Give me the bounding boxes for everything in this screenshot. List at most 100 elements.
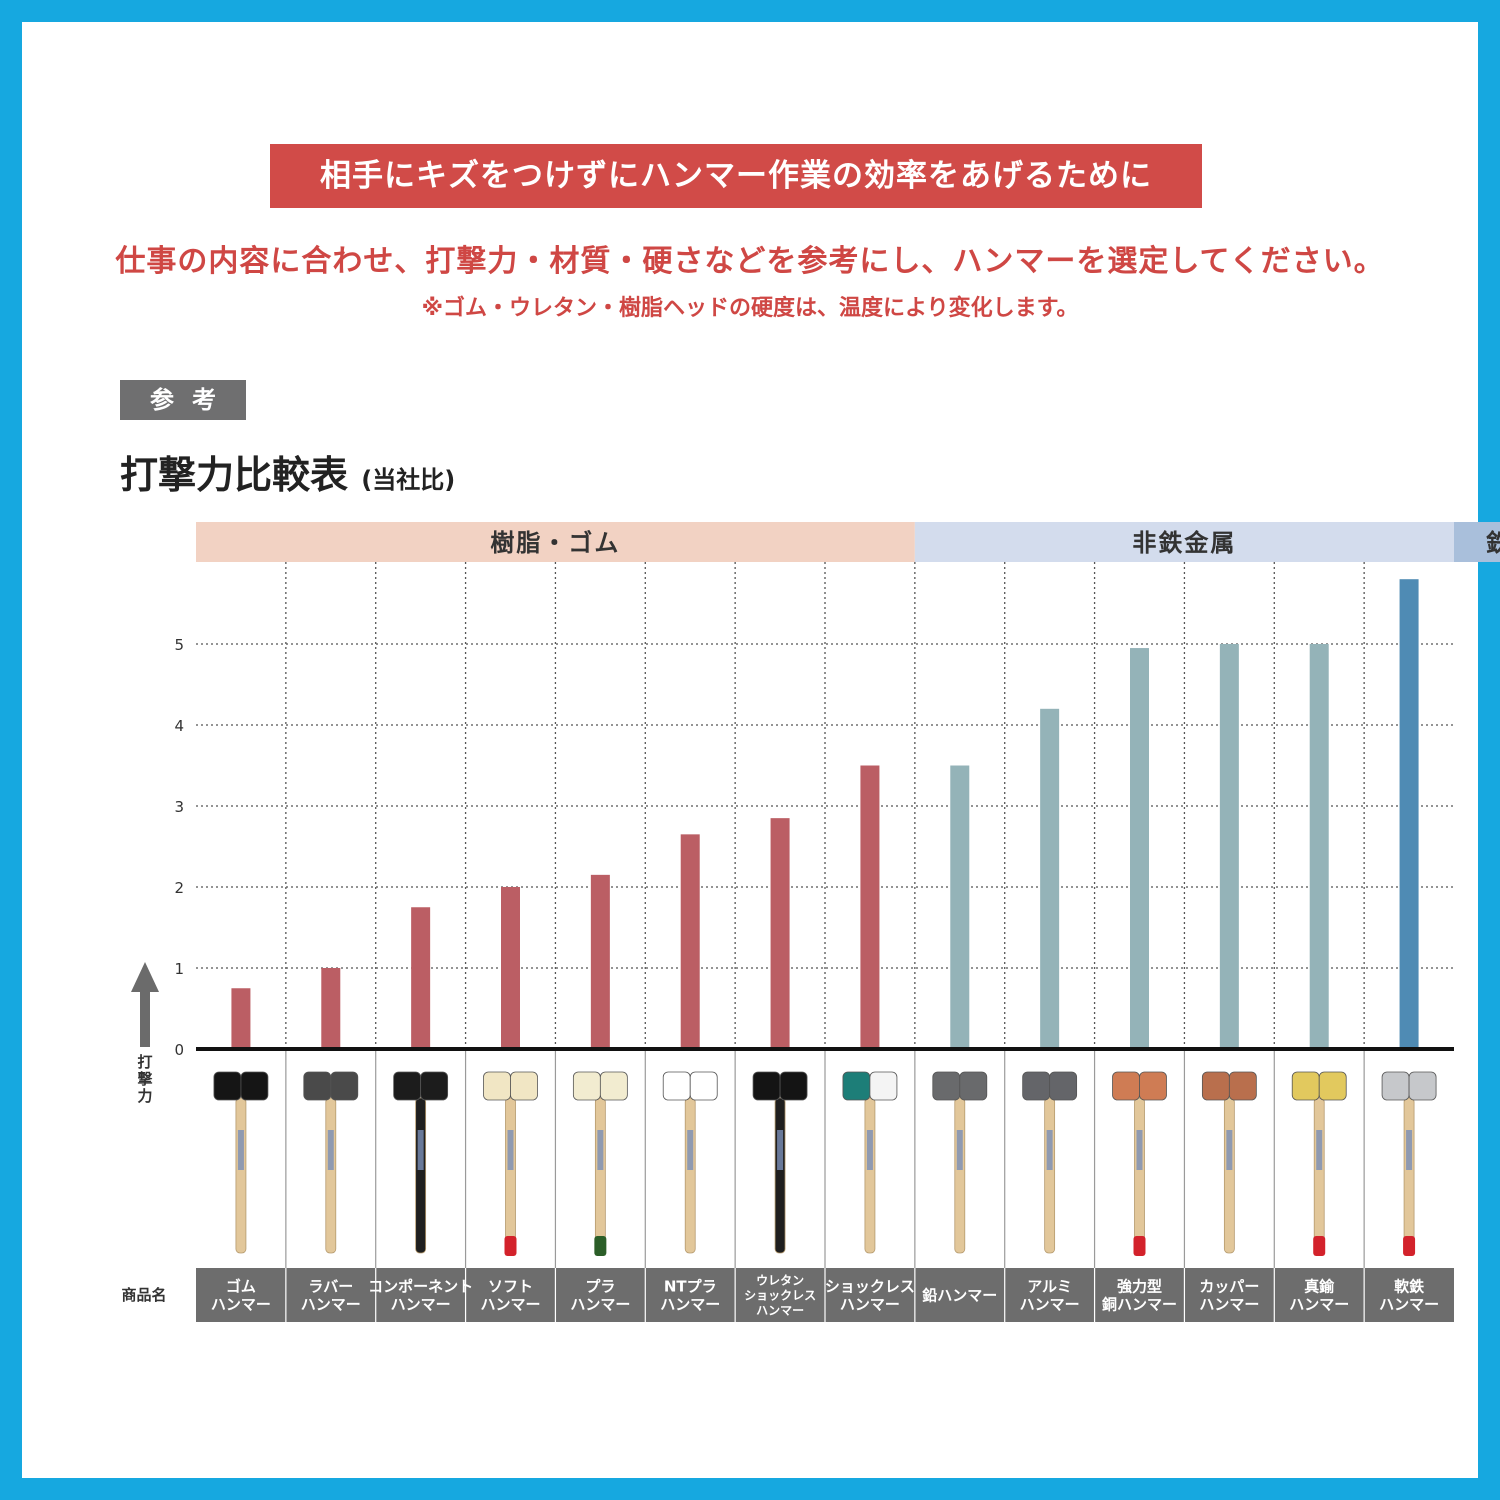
bar [1399, 579, 1419, 1049]
product-name: ウレタンショックレスハンマー [744, 1274, 816, 1318]
hammer-handle [774, 1097, 786, 1254]
hammer-handle [1313, 1097, 1325, 1254]
product-name-line: ショックレス [744, 1289, 816, 1303]
hammer-head-left [393, 1071, 422, 1101]
hammer-head-right [779, 1071, 808, 1101]
hammer-head-right [689, 1071, 718, 1101]
group-header-band [196, 522, 915, 562]
hammer-head-left [1381, 1071, 1410, 1101]
product-name-line: ウレタン [756, 1274, 804, 1288]
hammer-handle [1044, 1097, 1056, 1254]
temperature-note: ※ゴム・ウレタン・樹脂ヘッドの硬度は、温度により変化します。 [421, 296, 1079, 321]
product-name: ラバーハンマー [301, 1278, 361, 1314]
reference-badge: 参考 [120, 380, 246, 420]
hammer-head-right [869, 1071, 898, 1101]
product-name-line: ハンマー [570, 1296, 630, 1314]
product-name-line: NTプラ [664, 1278, 717, 1296]
up-arrow-icon [130, 962, 160, 1102]
hammer-head-left [213, 1071, 242, 1101]
hammer-head-left [752, 1071, 781, 1101]
bar [860, 765, 880, 1049]
hammer-handle [325, 1097, 337, 1254]
hammer-label-sticker [1046, 1130, 1053, 1170]
hammer-label-sticker [687, 1130, 694, 1170]
y-axis-label: 打撃力 [137, 1053, 153, 1105]
product-name-line: ハンマー [1289, 1296, 1349, 1314]
chart-title-sub: (当社比) [361, 466, 456, 494]
hammer-grip [1313, 1236, 1326, 1256]
hammer-grip [504, 1236, 517, 1256]
product-name-line: ハンマー [840, 1296, 900, 1314]
product-name-line: ハンマー [211, 1296, 271, 1314]
hammer-head-right [599, 1071, 628, 1101]
product-name: アルミハンマー [1020, 1278, 1080, 1314]
hammer-label-sticker [956, 1130, 963, 1170]
group-header-label: 樹脂・ゴム [490, 529, 620, 557]
subtitle: 仕事の内容に合わせ、打撃力・材質・硬さなどを参考にし、ハンマーを選定してください… [115, 244, 1385, 279]
hammer-label-sticker [327, 1130, 334, 1170]
y-tick-label: 4 [174, 717, 184, 735]
product-name-line: ハンマー [480, 1296, 540, 1314]
bar [950, 765, 970, 1049]
chart-title-main: 打撃力比較表 [120, 453, 349, 497]
hammer-head-right [1408, 1071, 1437, 1101]
hammer-head-right [1318, 1071, 1347, 1101]
group-header-label: 鉄 [1486, 529, 1500, 557]
hammer-head-right [420, 1071, 449, 1101]
product-name-line: ラバー [308, 1278, 353, 1296]
bar [501, 887, 520, 1049]
product-name-line: ハンマー [301, 1296, 361, 1314]
hammer-grip [1403, 1236, 1416, 1256]
y-tick-label: 5 [174, 636, 184, 654]
product-name: 軟鉄ハンマー [1379, 1278, 1439, 1314]
hammer-handle [1223, 1097, 1235, 1254]
hammer-head-left [303, 1071, 332, 1101]
y-tick-label: 2 [174, 879, 184, 897]
hammer-label-sticker [1136, 1130, 1143, 1170]
hammer-label-sticker [507, 1130, 514, 1170]
product-name: プラハンマー [570, 1278, 630, 1314]
product-name-line: プラ [585, 1278, 615, 1296]
product-name-line: ショックレス [825, 1278, 915, 1296]
product-name-line: ハンマー [1020, 1296, 1080, 1314]
bar [590, 874, 610, 1049]
product-name-line: 真鍮 [1304, 1278, 1335, 1296]
bar [231, 988, 251, 1049]
hammer-head-left [932, 1071, 961, 1101]
hammer-head-right [1139, 1071, 1167, 1101]
bar [770, 818, 790, 1049]
hammer-head-left [1112, 1071, 1140, 1101]
hammer-head-right [330, 1071, 359, 1101]
hammer-head-left [842, 1071, 871, 1101]
bar [321, 968, 341, 1049]
product-name: コンポーネントハンマー [368, 1278, 473, 1314]
hammer-handle [864, 1097, 876, 1254]
y-tick-label: 0 [174, 1041, 184, 1059]
product-name: ショックレスハンマー [825, 1278, 915, 1314]
y-tick-label: 1 [174, 960, 184, 978]
hammer-head-right [959, 1071, 988, 1101]
hammer-handle [1403, 1097, 1415, 1254]
product-name-line: 鉛ハンマー [922, 1287, 997, 1305]
hammer-head-right [240, 1071, 269, 1101]
hammer-handle [684, 1097, 696, 1254]
hammer-label-sticker [1226, 1130, 1233, 1170]
product-name-line: ハンマー [660, 1296, 720, 1314]
chart-title: 打撃力比較表 (当社比) [120, 444, 455, 499]
product-name: 強力型銅ハンマー [1102, 1278, 1177, 1314]
product-name-line: ハンマー [756, 1304, 804, 1318]
banner-title: 相手にキズをつけずにハンマー作業の効率をあげるために [270, 144, 1202, 208]
hammer-handle [235, 1097, 247, 1254]
hammer-handle [505, 1097, 516, 1254]
product-name-label: 商品名 [121, 1286, 166, 1304]
product-name-line: コンポーネント [368, 1278, 473, 1296]
product-name-line: ハンマー [1379, 1296, 1439, 1314]
product-name-line: カッパー [1199, 1278, 1259, 1296]
bar [1130, 648, 1149, 1049]
bar [680, 834, 700, 1049]
hammer-head-left [483, 1071, 511, 1101]
hammer-handle [594, 1097, 606, 1254]
hammer-label-sticker [1406, 1130, 1413, 1170]
hammer-label-sticker [237, 1130, 244, 1170]
